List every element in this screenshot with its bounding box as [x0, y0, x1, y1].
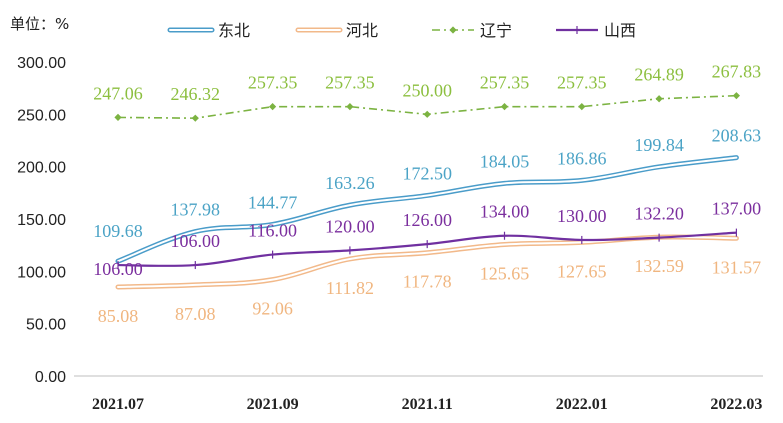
data-point	[191, 114, 199, 122]
y-tick-label: 150.00	[17, 212, 66, 229]
data-label: 246.32	[171, 84, 221, 104]
data-point	[500, 103, 509, 111]
data-point	[732, 92, 740, 100]
x-tick-label: 2021.07	[92, 396, 144, 413]
y-tick-label: 300.00	[17, 55, 66, 72]
data-label: 126.00	[402, 210, 452, 230]
data-label: 116.00	[248, 221, 297, 241]
data-label: 184.05	[480, 151, 530, 171]
data-label: 208.63	[712, 126, 762, 146]
data-label: 172.50	[402, 163, 452, 183]
series-double-line	[115, 155, 739, 264]
x-tick-label: 2022.01	[556, 396, 608, 413]
legend-label: 山西	[604, 21, 636, 40]
data-label: 132.59	[634, 256, 684, 276]
data-label: 92.06	[252, 299, 293, 319]
legend: 东北 河北 辽宁 山西	[167, 21, 636, 40]
data-label: 109.68	[93, 221, 143, 241]
data-label: 137.98	[171, 200, 221, 220]
data-label: 125.65	[480, 263, 530, 283]
x-tick-label: 2021.11	[402, 396, 453, 413]
data-label: 247.06	[93, 83, 143, 103]
legend-item: 山西	[556, 21, 636, 40]
legend-item: 东北	[167, 21, 250, 40]
data-point	[346, 103, 354, 111]
data-label: 134.00	[480, 202, 530, 222]
x-axis: 2021.07 2021.09 2021.11 2022.01 2022.03	[74, 375, 763, 413]
series-layer	[114, 92, 740, 290]
data-label: 87.08	[175, 304, 216, 324]
data-label-layer: 109.68 137.98 144.77 163.26 172.50 184.05 186.…	[93, 62, 761, 326]
data-label: 144.77	[248, 192, 298, 212]
data-label: 267.83	[712, 62, 762, 82]
data-label: 250.00	[402, 80, 452, 100]
x-tick-label: 2022.03	[710, 396, 762, 413]
data-label: 264.89	[634, 65, 684, 85]
data-label: 117.78	[403, 272, 452, 292]
legend-marker	[449, 26, 457, 34]
y-tick-label: 0.00	[35, 369, 66, 386]
data-label: 106.00	[171, 231, 221, 251]
legend-label: 河北	[346, 21, 378, 40]
data-label: 127.65	[557, 261, 607, 281]
series-dash-dot-diamond	[114, 92, 740, 122]
unit-label: 单位：%	[10, 15, 69, 33]
data-label: 186.86	[557, 148, 607, 168]
data-point	[655, 95, 663, 103]
data-label: 257.35	[248, 73, 298, 93]
series-line-bar-marker	[117, 228, 738, 270]
data-label: 130.00	[557, 206, 607, 226]
data-label: 163.26	[325, 173, 375, 193]
data-label: 106.00	[93, 259, 143, 279]
legend-item: 辽宁	[432, 21, 512, 40]
y-tick-label: 250.00	[17, 107, 66, 124]
x-tick-label: 2021.09	[247, 396, 299, 413]
data-label: 257.35	[480, 73, 530, 93]
data-point	[578, 103, 586, 111]
legend-item: 河北	[295, 21, 378, 40]
data-label: 257.35	[325, 73, 375, 93]
y-axis: 0.00 50.00 100.00 150.00 200.00 250.00 300.00	[17, 55, 66, 386]
y-tick-label: 200.00	[17, 160, 66, 177]
data-label: 120.00	[325, 216, 375, 236]
data-point	[114, 113, 122, 122]
series-line-inner	[117, 156, 738, 263]
data-label: 111.82	[326, 278, 374, 298]
y-tick-label: 50.00	[26, 317, 66, 334]
data-label: 137.00	[712, 199, 762, 219]
data-label: 199.84	[634, 135, 684, 155]
data-label: 132.20	[634, 204, 684, 224]
legend-label: 东北	[218, 21, 250, 40]
y-tick-label: 100.00	[17, 264, 66, 281]
data-label: 257.35	[557, 73, 607, 93]
data-label: 85.08	[98, 306, 139, 326]
data-label: 131.57	[712, 257, 762, 277]
legend-label: 辽宁	[480, 21, 512, 40]
data-point	[423, 110, 431, 118]
data-point	[269, 103, 277, 111]
